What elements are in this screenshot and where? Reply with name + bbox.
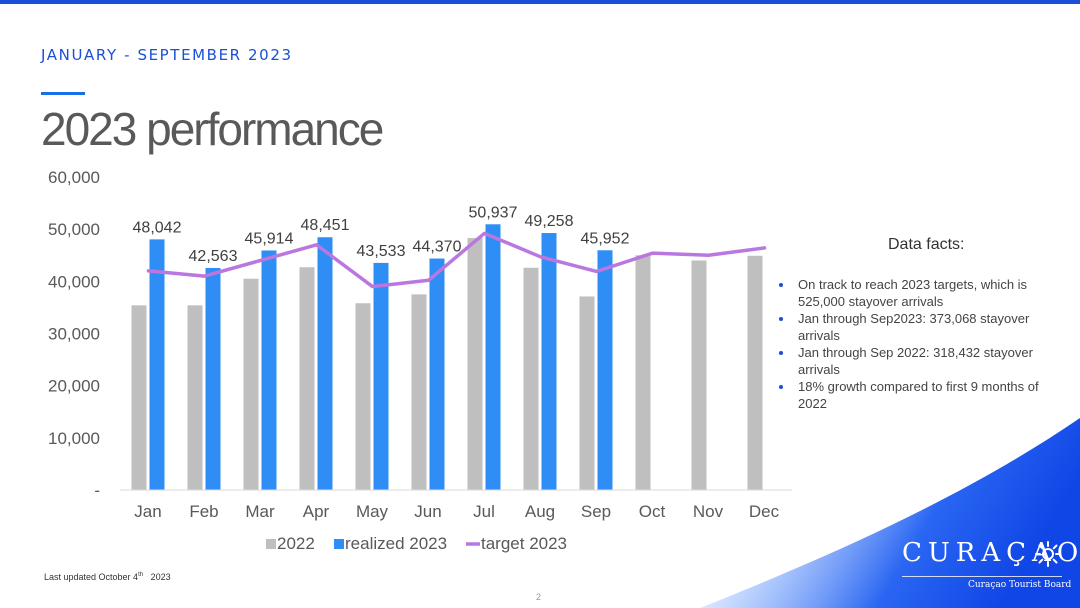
- x-tick-label: Apr: [303, 502, 330, 521]
- facts-list: On track to reach 2023 targets, which is…: [778, 276, 1062, 412]
- data-label: 43,533: [357, 243, 406, 260]
- last-updated-sup: th: [138, 572, 144, 578]
- legend-label-target-2023: target 2023: [481, 534, 567, 553]
- bar-realized-2023: [541, 233, 557, 491]
- y-axis: - 10,000 20,000 30,000 40,000 50,000 60,000: [48, 168, 100, 500]
- bar-2022: [299, 267, 315, 490]
- bar-realized-2023: [429, 258, 445, 490]
- x-tick-label: Feb: [189, 502, 218, 521]
- x-tick-label: Jul: [473, 502, 495, 521]
- bar-2022: [187, 305, 203, 490]
- bar-2022: [579, 296, 595, 490]
- legend: 2022 realized 2023 target 2023: [266, 534, 567, 553]
- bar-realized-2023: [373, 262, 389, 490]
- logo-tagline: Curaçao Tourist Board: [968, 580, 1072, 590]
- legend-swatch-2022: [266, 539, 276, 549]
- x-tick-label: May: [356, 502, 389, 521]
- y-tick-label: 10,000: [48, 429, 100, 448]
- data-label: 48,042: [133, 219, 182, 236]
- sun-icon: [1035, 541, 1061, 567]
- x-tick-label: Jan: [134, 502, 161, 521]
- last-updated-year: 2023: [150, 572, 171, 582]
- bars: [131, 224, 763, 491]
- data-label: 50,937: [469, 204, 518, 221]
- data-label: 49,258: [525, 213, 574, 230]
- y-tick-label: 30,000: [48, 325, 100, 344]
- x-tick-label: Dec: [749, 502, 780, 521]
- x-tick-label: Aug: [525, 502, 555, 521]
- bar-2022: [747, 255, 763, 490]
- curacao-logo: CURAÇAO Curaçao Tourist Board: [902, 538, 1078, 594]
- fact-item: On track to reach 2023 targets, which is…: [778, 276, 1062, 310]
- bar-2022: [131, 305, 147, 490]
- x-axis: Jan Feb Mar Apr May Jun Jul Aug Sep Oct Nov Dec: [120, 489, 792, 521]
- data-label: 45,952: [581, 230, 630, 247]
- legend-label-2022: 2022: [277, 534, 315, 553]
- target-line-group: [146, 231, 767, 289]
- bar-2022: [243, 278, 259, 490]
- y-tick-label: 40,000: [48, 272, 100, 291]
- fact-item: Jan through Sep2023: 373,068 stayover ar…: [778, 310, 1062, 344]
- x-tick-label: Oct: [639, 502, 666, 521]
- data-labels: 48,042 42,563 45,914 48,451 43,533 44,370 50,9…: [133, 204, 630, 265]
- bar-2022: [523, 267, 539, 490]
- bar-2022: [355, 303, 371, 490]
- data-label: 44,370: [413, 239, 462, 256]
- y-tick-label: 20,000: [48, 377, 100, 396]
- last-updated-note: Last updated October 4th 2023: [44, 572, 171, 582]
- x-tick-label: Sep: [581, 502, 611, 521]
- page-title: 2023 performance: [41, 103, 384, 155]
- last-updated-prefix: Last updated October 4: [44, 572, 139, 582]
- bar-2022: [691, 260, 707, 490]
- bar-realized-2023: [485, 224, 501, 490]
- bar-realized-2023: [597, 250, 613, 490]
- x-tick-label: Jun: [414, 502, 441, 521]
- facts-title: Data facts:: [888, 236, 965, 253]
- data-label: 45,914: [245, 230, 294, 247]
- bar-realized-2023: [261, 250, 277, 490]
- fact-item: Jan through Sep 2022: 318,432 stayover a…: [778, 344, 1062, 378]
- data-label: 48,451: [301, 217, 350, 234]
- legend-label-realized-2023: realized 2023: [345, 534, 447, 553]
- bar-realized-2023: [317, 237, 333, 490]
- y-tick-label: -: [94, 481, 100, 500]
- bar-2022: [411, 294, 427, 490]
- period-subtitle: JANUARY - SEPTEMBER 2023: [41, 46, 293, 64]
- logo-rule: [902, 576, 1062, 577]
- bar-realized-2023: [149, 239, 165, 490]
- fact-item: 18% growth compared to first 9 months of…: [778, 378, 1062, 412]
- bar-realized-2023: [205, 267, 221, 490]
- bar-2022: [467, 238, 483, 490]
- x-tick-label: Nov: [693, 502, 724, 521]
- title-accent-line: [41, 92, 85, 95]
- top-accent-bar: [0, 0, 1080, 4]
- y-tick-label: 50,000: [48, 220, 100, 239]
- target-line: [146, 231, 767, 289]
- bar-2022: [635, 255, 651, 490]
- legend-swatch-realized-2023: [334, 539, 344, 549]
- page-number: 2: [536, 592, 542, 602]
- x-tick-label: Mar: [245, 502, 275, 521]
- data-label: 42,563: [189, 248, 238, 265]
- y-tick-label: 60,000: [48, 168, 100, 187]
